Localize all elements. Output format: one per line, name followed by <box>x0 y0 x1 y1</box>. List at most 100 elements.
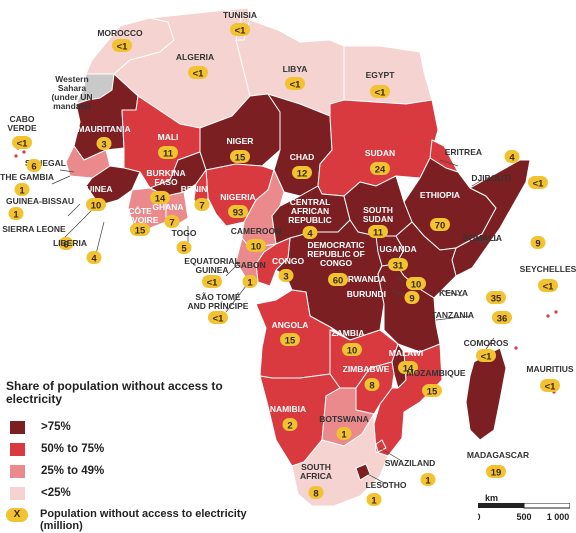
population-value: 8 <box>313 489 318 500</box>
population-value: 60 <box>333 276 344 287</box>
population-bubble-guinea-bissau: 1 <box>8 207 24 221</box>
population-bubble-burkina-faso: 14 <box>150 191 170 205</box>
population-bubble-malawi: 14 <box>398 361 418 375</box>
country-label-malawi: MALAWI <box>389 348 423 358</box>
population-value: 4 <box>509 153 515 164</box>
population-value: 6 <box>63 240 68 251</box>
population-value: 24 <box>375 165 386 176</box>
country-label-djibouti: DJIBOUTI <box>471 173 511 183</box>
region-swaziland <box>375 439 387 453</box>
population-value: <1 <box>117 42 129 53</box>
population-value: 8 <box>369 381 374 392</box>
island-marker <box>22 150 26 154</box>
country-label-somalia: SOMALIA <box>463 233 502 243</box>
leader-line <box>439 289 463 297</box>
population-bubble-equatorial-guinea: <1 <box>202 275 222 289</box>
population-bubble-libya: <1 <box>285 77 305 91</box>
population-value: 2 <box>287 421 292 432</box>
population-value: 12 <box>297 169 308 180</box>
population-value: <1 <box>543 282 555 293</box>
population-bubble-rwanda: 10 <box>406 277 426 291</box>
island-marker <box>554 310 558 314</box>
country-label-sudan: SUDAN <box>365 148 395 158</box>
country-label-the-gambia: THE GAMBIA <box>0 172 54 182</box>
legend-item-50-75: 50% to 75% <box>6 438 256 460</box>
legend: Share of population without access to el… <box>6 380 256 532</box>
population-bubble-ghana: 7 <box>164 215 180 229</box>
population-value: 70 <box>435 221 446 232</box>
country-label-sierra-leone: SIERRA LEONE <box>2 224 66 234</box>
country-label-guinea-bissau: GUINEA-BISSAU <box>6 196 74 206</box>
legend-swatch <box>10 464 25 478</box>
population-bubble-cameroon: 10 <box>246 239 266 253</box>
population-bubble-tunisia: <1 <box>230 23 250 37</box>
population-bubble-tanzania: 36 <box>492 311 512 325</box>
scale-tick-1000: 1 000 <box>547 512 570 522</box>
legend-label: 25% to 49% <box>41 465 105 477</box>
legend-bubble-label: Population without access to electricity… <box>40 508 247 532</box>
population-value: 3 <box>101 140 106 151</box>
population-bubble-uganda: 31 <box>388 258 408 272</box>
country-label-cabo-verde: CABO VERDE <box>7 114 37 133</box>
population-bubble-angola: 15 <box>280 333 300 347</box>
island-marker <box>514 346 518 350</box>
country-label-tanzania: TANZANIA <box>431 310 474 320</box>
country-label-burkina-faso: BURKINA FASO <box>146 168 185 187</box>
country-label-mauritania: MAURITANIA <box>77 124 130 134</box>
population-value: 4 <box>91 254 97 265</box>
population-value: 1 <box>247 278 253 289</box>
leader-line <box>391 289 405 297</box>
country-label-namibia: NAMIBIA <box>270 404 306 414</box>
population-value: 15 <box>285 336 296 347</box>
country-label-kenya: KENYA <box>439 288 468 298</box>
population-bubble-eritrea: 4 <box>504 150 520 164</box>
population-bubble-c-te-d-ivoire: 15 <box>130 223 150 237</box>
country-label-south-sudan: SOUTH SUDAN <box>363 205 393 224</box>
country-label-c-te-d-ivoire: CÔTE D'IVOIRE <box>122 205 159 225</box>
population-bubble-comoros: <1 <box>476 349 496 363</box>
population-value: <1 <box>533 179 545 190</box>
country-label-ethiopia: ETHIOPIA <box>420 190 460 200</box>
population-value: <1 <box>17 139 29 150</box>
country-label-angola: ANGOLA <box>272 320 309 330</box>
population-value: <1 <box>207 278 219 289</box>
population-value: 3 <box>283 272 288 283</box>
population-value: 9 <box>535 239 540 250</box>
leader-line <box>67 203 81 217</box>
region-lesotho <box>355 463 371 481</box>
population-bubble-congo: 3 <box>278 269 294 283</box>
country-label-gabon: GABON <box>234 260 266 270</box>
population-bubble-cabo-verde: <1 <box>12 136 32 150</box>
country-label-libya: LIBYA <box>283 64 308 74</box>
population-bubble-swaziland: 1 <box>420 473 436 487</box>
population-bubble-morocco: <1 <box>112 39 132 53</box>
legend-title: Share of population without access to el… <box>6 379 223 406</box>
legend-swatch <box>10 420 25 434</box>
population-bubble-gabon: 1 <box>242 275 258 289</box>
country-label-mauritius: MAURITIUS <box>526 364 574 374</box>
leader-line <box>471 179 483 187</box>
population-value: 15 <box>235 153 246 164</box>
country-label-mali: MALI <box>158 132 179 142</box>
population-value: 7 <box>169 218 174 229</box>
population-value: 1 <box>19 186 25 197</box>
population-bubble-kenya: 35 <box>486 291 506 305</box>
population-value: 14 <box>403 364 414 375</box>
leader-line <box>475 239 499 243</box>
country-label-central-african-republic: CENTRAL AFRICAN REPUBLIC <box>288 197 331 225</box>
population-value: 7 <box>199 201 204 212</box>
population-bubble-liberia: 4 <box>86 251 102 265</box>
legend-item-gt75: >75% <box>6 416 256 438</box>
leader-line <box>59 169 75 173</box>
leader-line <box>225 261 241 277</box>
population-value: 10 <box>347 346 358 357</box>
population-bubble-lesotho: 1 <box>366 493 382 507</box>
population-bubble-niger: 15 <box>230 150 250 164</box>
population-bubble-botswana: 1 <box>336 427 352 441</box>
country-label-congo: CONGO <box>272 256 305 266</box>
population-value: 11 <box>373 228 384 239</box>
population-bubble-the-gambia: 1 <box>14 183 30 197</box>
country-label-botswana: BOTSWANA <box>319 414 369 424</box>
population-bubble-mauritius: <1 <box>540 379 560 393</box>
population-bubble-guinea: 10 <box>86 198 106 212</box>
